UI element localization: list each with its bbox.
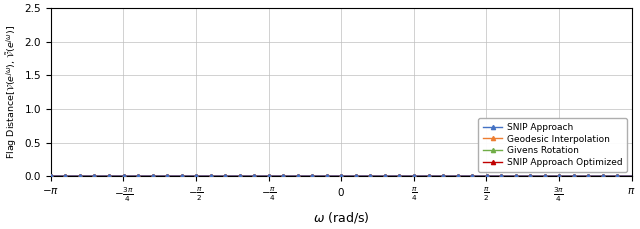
Geodesic Interpolation [628,175,636,177]
SNIP Approach Optimized [628,175,636,177]
Givens Rotation [269,175,277,177]
SNIP Approach [616,175,624,177]
Geodesic Interpolation [554,175,561,177]
SNIP Approach [628,175,636,177]
SNIP Approach [269,175,277,177]
Givens Rotation [295,175,303,177]
Line: Geodesic Interpolation: Geodesic Interpolation [49,174,634,178]
SNIP Approach [554,175,561,177]
Line: SNIP Approach: SNIP Approach [49,174,634,178]
SNIP Approach Optimized [554,175,561,177]
Geodesic Interpolation [47,175,55,177]
Givens Rotation [554,175,561,177]
X-axis label: $\omega$ (rad/s): $\omega$ (rad/s) [313,210,369,225]
Givens Rotation [113,175,121,177]
Geodesic Interpolation [113,175,121,177]
Line: SNIP Approach Optimized: SNIP Approach Optimized [49,174,634,178]
Line: Givens Rotation: Givens Rotation [49,174,634,178]
SNIP Approach Optimized [47,175,55,177]
Y-axis label: Flag Distance[$\mathcal{V}(e^{j\omega})$, $\tilde{\mathcal{V}}(e^{j\omega})$]: Flag Distance[$\mathcal{V}(e^{j\omega})$… [4,25,19,159]
Geodesic Interpolation [295,175,303,177]
Geodesic Interpolation [616,175,624,177]
SNIP Approach [47,175,55,177]
Geodesic Interpolation [269,175,277,177]
Geodesic Interpolation [148,175,156,177]
Legend: SNIP Approach, Geodesic Interpolation, Givens Rotation, SNIP Approach Optimized: SNIP Approach, Geodesic Interpolation, G… [478,118,627,172]
SNIP Approach [148,175,156,177]
SNIP Approach Optimized [269,175,277,177]
SNIP Approach Optimized [113,175,121,177]
SNIP Approach Optimized [148,175,156,177]
SNIP Approach Optimized [616,175,624,177]
SNIP Approach [295,175,303,177]
Givens Rotation [47,175,55,177]
SNIP Approach Optimized [295,175,303,177]
Givens Rotation [628,175,636,177]
Givens Rotation [148,175,156,177]
Givens Rotation [616,175,624,177]
SNIP Approach [113,175,121,177]
